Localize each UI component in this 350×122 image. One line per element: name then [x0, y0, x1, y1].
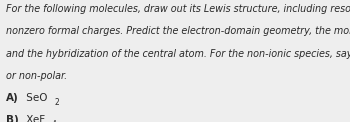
Text: or non-polar.: or non-polar.	[6, 71, 68, 81]
Text: 4: 4	[51, 120, 56, 122]
Text: B): B)	[6, 115, 19, 122]
Text: SeO: SeO	[23, 93, 47, 103]
Text: A): A)	[6, 93, 19, 103]
Text: 2: 2	[54, 98, 59, 107]
Text: For the following molecules, draw out its Lewis structure, including resonance a: For the following molecules, draw out it…	[6, 4, 350, 14]
Text: and the hybridization of the central atom. For the non-ionic species, say if it : and the hybridization of the central ato…	[6, 49, 350, 59]
Text: XeF: XeF	[23, 115, 45, 122]
Text: nonzero formal charges. Predict the electron-domain geometry, the molecular geom: nonzero formal charges. Predict the elec…	[6, 26, 350, 36]
